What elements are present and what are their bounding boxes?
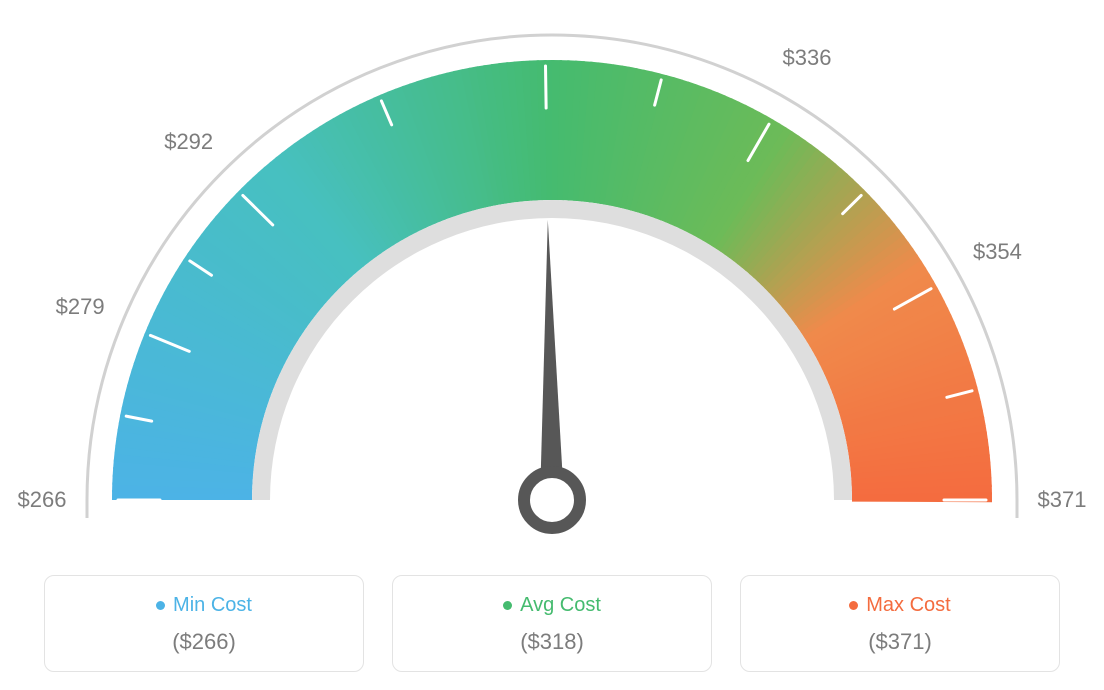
legend: Min Cost ($266) Avg Cost ($318) Max Cost… [0,575,1104,672]
gauge-chart: $266 $279 $292 $318 $336 $354 $371 [0,0,1104,560]
legend-title-max: Max Cost [849,594,950,617]
legend-value-min: ($266) [45,629,363,655]
legend-card-max: Max Cost ($371) [740,575,1060,672]
legend-value-avg: ($318) [393,629,711,655]
tick-label: $354 [973,239,1022,265]
legend-title-min: Min Cost [156,594,252,617]
legend-label-max: Max Cost [866,594,950,617]
tick-label: $266 [18,487,67,513]
legend-value-max: ($371) [741,629,1059,655]
tick-label: $336 [783,45,832,71]
legend-dot-avg [503,601,512,610]
gauge-svg [0,0,1104,560]
legend-card-min: Min Cost ($266) [44,575,364,672]
legend-dot-min [156,601,165,610]
tick-label: $318 [520,0,569,3]
legend-card-avg: Avg Cost ($318) [392,575,712,672]
legend-label-avg: Avg Cost [520,594,601,617]
legend-dot-max [849,601,858,610]
legend-label-min: Min Cost [173,594,252,617]
tick-label: $292 [164,129,213,155]
legend-title-avg: Avg Cost [503,594,601,617]
tick-label: $279 [56,294,105,320]
tick-label: $371 [1038,487,1087,513]
